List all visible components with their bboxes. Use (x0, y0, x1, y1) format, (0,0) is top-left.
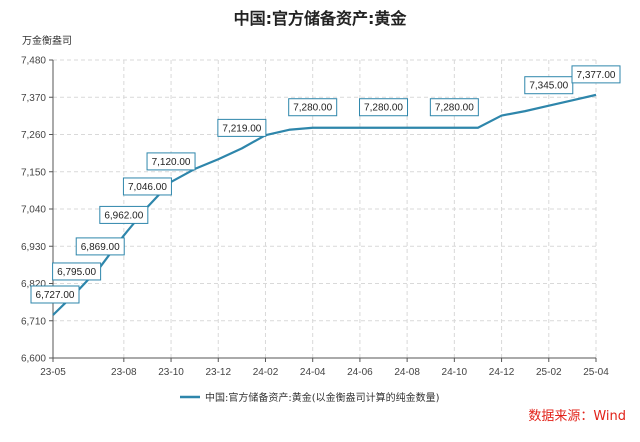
x-tick-label: 24-06 (347, 367, 373, 378)
data-label: 7,280.00 (288, 98, 338, 117)
data-label-box (75, 237, 125, 256)
data-label-text: 7,280.00 (435, 103, 474, 114)
data-label-text: 7,046.00 (128, 182, 167, 193)
data-label: 7,219.00 (217, 118, 267, 137)
data-label-box (122, 177, 172, 196)
series-line (52, 93, 597, 316)
x-tick-label: 24-02 (253, 367, 279, 378)
data-label: 6,727.00 (30, 285, 80, 304)
data-label-box (217, 118, 267, 137)
data-labels: 6,727.00 6,795.00 6,869.00 6,962.00 7,046.00… (30, 65, 621, 304)
x-tick-label: 23-10 (158, 367, 184, 378)
data-label-box (571, 65, 621, 84)
data-source: 数据来源：Wind (528, 409, 626, 424)
x-tick-label: 24-04 (300, 367, 326, 378)
y-tick-label: 7,150 (21, 167, 46, 178)
data-label-text: 7,219.00 (222, 123, 261, 134)
data-label-box (288, 98, 338, 117)
x-tick-label: 23-05 (40, 367, 66, 378)
series-group (52, 93, 597, 316)
y-tick-label: 6,820 (21, 279, 46, 290)
data-label-text: 7,345.00 (529, 81, 568, 92)
x-tick-label: 24-10 (442, 367, 468, 378)
y-tick-labels: 6,600 6,710 6,820 6,930 7,040 7,150 7,260 7,370… (21, 56, 46, 365)
data-label-box (524, 76, 574, 95)
data-label: 7,280.00 (429, 98, 479, 117)
x-tick-label: 23-12 (205, 367, 231, 378)
y-tick-label: 6,930 (21, 242, 46, 253)
y-tick-label: 7,480 (21, 56, 46, 67)
x-tick-labels: 23-05 23-08 23-10 23-12 24-02 24-04 24-06 24-08… (40, 367, 609, 378)
data-label-text: 6,727.00 (36, 290, 75, 301)
axes (49, 59, 597, 362)
legend-entry: 中国:官方储备资产:黄金(以金衡盎司计算的纯金数量) (205, 391, 440, 404)
legend: 中国:官方储备资产:黄金(以金衡盎司计算的纯金数量) (180, 391, 440, 404)
data-label: 6,962.00 (99, 205, 149, 224)
data-label-text: 7,120.00 (152, 157, 191, 168)
y-tick-label: 7,040 (21, 205, 46, 216)
x-tick-label: 25-04 (583, 367, 609, 378)
data-label-text: 7,280.00 (293, 103, 332, 114)
data-label-text: 7,377.00 (577, 70, 616, 81)
data-label: 6,795.00 (52, 262, 102, 281)
y-tick-label: 6,710 (21, 316, 46, 327)
data-label-box (30, 285, 80, 304)
chart-title: 中国:官方储备资产:黄金 (234, 9, 408, 28)
y-tick-label: 7,370 (21, 93, 46, 104)
data-label: 7,345.00 (524, 76, 574, 95)
data-label-text: 6,962.00 (104, 210, 143, 221)
x-tick-label: 23-08 (111, 367, 137, 378)
data-label: 7,280.00 (359, 98, 409, 117)
x-tick-label: 24-12 (489, 367, 515, 378)
y-axis-unit: 万金衡盎司 (22, 34, 72, 47)
data-label-box (359, 98, 409, 117)
data-label: 7,046.00 (122, 177, 172, 196)
data-label-box (52, 262, 102, 281)
x-tick-label: 25-02 (536, 367, 562, 378)
data-label-box (429, 98, 479, 117)
data-label-text: 6,795.00 (57, 267, 96, 278)
data-label-text: 7,280.00 (364, 103, 403, 114)
x-tick-label: 24-08 (394, 367, 420, 378)
data-label: 7,377.00 (571, 65, 621, 84)
data-label-box (99, 205, 149, 224)
data-label-text: 6,869.00 (81, 242, 120, 253)
data-label: 6,869.00 (75, 237, 125, 256)
data-label: 7,120.00 (146, 152, 196, 171)
y-tick-label: 7,260 (21, 130, 46, 141)
data-label-box (146, 152, 196, 171)
y-tick-label: 6,600 (21, 354, 46, 365)
